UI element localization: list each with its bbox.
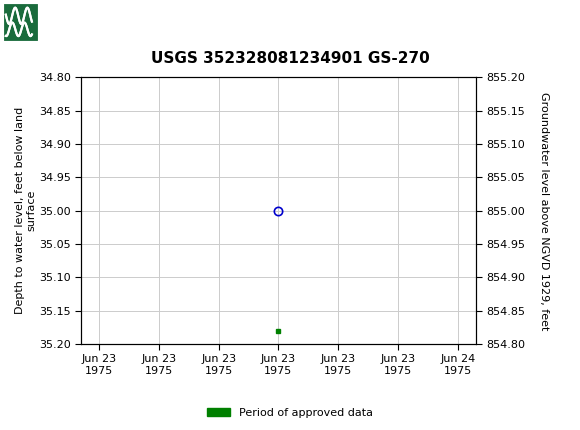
Bar [3, 3, 39, 42]
Text: USGS 352328081234901 GS-270: USGS 352328081234901 GS-270 [151, 51, 429, 65]
Y-axis label: Groundwater level above NGVD 1929, feet: Groundwater level above NGVD 1929, feet [539, 92, 549, 330]
Text: USGS: USGS [44, 12, 112, 33]
FancyBboxPatch shape [3, 3, 39, 42]
Y-axis label: Depth to water level, feet below land
surface: Depth to water level, feet below land su… [14, 107, 36, 314]
Legend: Period of approved data: Period of approved data [203, 403, 377, 422]
